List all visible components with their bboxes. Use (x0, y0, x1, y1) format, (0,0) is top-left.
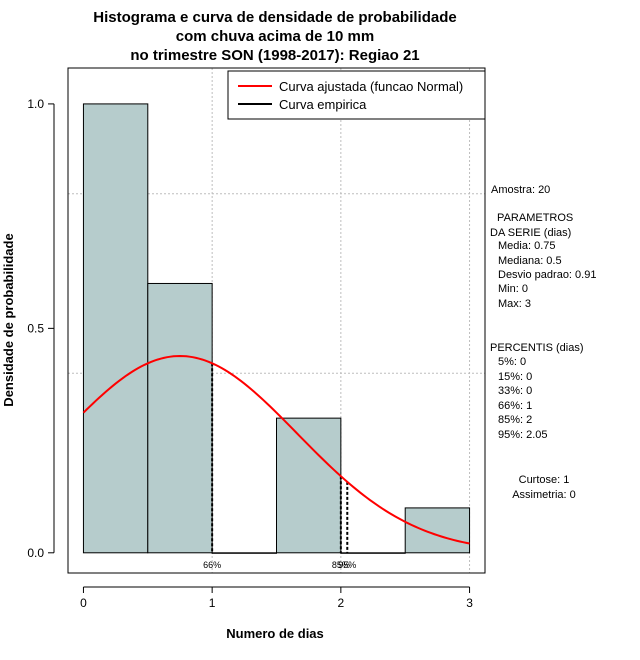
histogram-bar (211, 552, 277, 554)
percentil-85: 85%: 2 (498, 414, 532, 426)
plot-frame (67, 67, 486, 574)
x-tick-label: 1 (209, 596, 216, 610)
histogram-bar (340, 552, 406, 554)
x-tick-label: 3 (466, 596, 473, 610)
percentil-95: 95%: 2.05 (498, 429, 548, 441)
chart-title-line-1: Histograma e curva de densidade de proba… (93, 9, 456, 26)
sample-size: Amostra: 20 (491, 184, 550, 196)
chart-title-line-3: no trimestre SON (1998-2017): Regiao 21 (130, 47, 419, 64)
chart-title: Histograma e curva de densidade de proba… (93, 9, 456, 64)
legend-label-empirical: Curva empirica (279, 97, 367, 112)
skewness: Assimetria: 0 (512, 489, 576, 501)
percentil-66: 66%: 1 (498, 400, 532, 412)
legend-label-normal: Curva ajustada (funcao Normal) (279, 79, 463, 94)
histogram-bar (82, 103, 149, 554)
histogram-bar (404, 507, 471, 554)
percentile-label: 95% (338, 560, 356, 570)
percentil-15: 15%: 0 (498, 371, 532, 383)
statistics-panel: Amostra: 20 PARAMETROS DA SERIE (dias) M… (490, 184, 596, 501)
params-title-2: DA SERIE (dias) (490, 227, 571, 239)
normal-curve (82, 355, 470, 545)
bars (82, 103, 471, 554)
y-axis-title: Densidade de probabilidade (1, 233, 16, 406)
x-tick-label: 0 (80, 596, 87, 610)
param-max: Max: 3 (498, 298, 531, 310)
percentile-markers: 66% 85%95% (203, 363, 356, 570)
percentile-label: 66% (203, 560, 221, 570)
param-min: Min: 0 (498, 283, 528, 295)
percentile-label: 85% (332, 560, 350, 570)
legend: Curva ajustada (funcao Normal) Curva emp… (227, 70, 486, 120)
param-median: Mediana: 0.5 (498, 255, 562, 267)
histogram-bar (276, 417, 342, 554)
param-mean: Media: 0.75 (498, 240, 555, 252)
y-tick-label: 0.0 (27, 546, 44, 560)
axes: 0 1 2 3 0.0 0.5 1.0 (27, 97, 473, 610)
kurtosis: Curtose: 1 (519, 474, 570, 486)
x-axis-title: Numero de dias (226, 626, 324, 641)
params-title-1: PARAMETROS (494, 212, 573, 224)
percentil-33: 33%: 0 (498, 385, 532, 397)
chart-title-line-2: com chuva acima de 10 mm (176, 28, 374, 45)
x-tick-label: 2 (338, 596, 345, 610)
legend-box (227, 70, 486, 120)
histogram-bar (147, 282, 213, 554)
percentis-title: PERCENTIS (dias) (490, 342, 584, 354)
param-sd: Desvio padrao: 0.91 (498, 269, 596, 281)
normal-curve-group (82, 355, 470, 545)
y-tick-label: 1.0 (27, 97, 44, 111)
percentil-5: 5%: 0 (498, 356, 526, 368)
y-tick-label: 0.5 (27, 321, 44, 335)
